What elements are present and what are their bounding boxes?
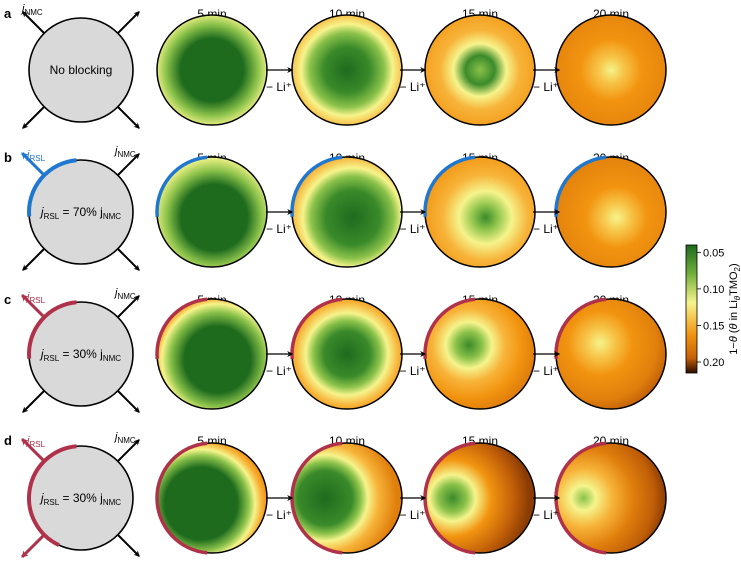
particle-circle <box>28 17 134 123</box>
colorbar-gradient <box>685 244 698 374</box>
rsl-boundary <box>554 297 607 359</box>
schematic: jNMC jRSL jRSL = 70% jNMC <box>21 145 140 271</box>
j-nmc-label: jNMC <box>113 431 136 445</box>
flux-arrow-nmc <box>117 106 140 129</box>
j-rsl-label: jRSL <box>25 291 46 305</box>
colorbar: 0.050.100.150.20 1−θ (θ in LiθTMO2) <box>685 244 741 374</box>
j-rsl-label: jRSL <box>25 435 46 449</box>
flux-arrow-nmc <box>117 439 140 462</box>
panel-letter: c <box>4 292 11 307</box>
step-label: − Li⁺ <box>266 80 292 94</box>
rsl-boundary <box>155 441 208 555</box>
schematic: jNMC jRSL jRSL = 30% jNMC <box>21 287 140 413</box>
step-label: − Li⁺ <box>533 364 559 378</box>
step-label: − Li⁺ <box>266 364 292 378</box>
cb-title-a: 1− <box>728 342 740 355</box>
j-rsl-label: jRSL <box>25 149 46 163</box>
step-label: − Li⁺ <box>533 80 559 94</box>
flux-arrow-nmc <box>117 248 140 271</box>
rsl-boundary <box>155 297 208 359</box>
flux-arrow-nmc <box>117 390 140 413</box>
cb-title-e: in Li <box>728 300 740 323</box>
rsl-arc <box>27 444 77 547</box>
flux-arrow-nmc <box>117 11 140 34</box>
rsl-arc <box>27 300 77 359</box>
colorbar-ticks: 0.05 0.10 0.15 0.20 <box>697 247 724 369</box>
flux-arrow-nmc <box>117 295 140 318</box>
j-nmc-label: jNMC <box>20 3 43 17</box>
panel-letter: a <box>4 6 12 21</box>
rsl-ratio-label: jRSL = 30% jNMC <box>39 347 121 363</box>
cb-title-b: θ <box>728 336 740 342</box>
cb-title-f: θ <box>733 295 741 300</box>
flux-arrow-nmc <box>22 11 45 34</box>
flux-arrow-nmc <box>117 153 140 176</box>
step-label: − Li⁺ <box>533 222 559 236</box>
no-blocking-label: No blocking <box>50 63 113 77</box>
panel-letter: d <box>4 433 12 448</box>
colorbar-tick-label: 0.05 <box>703 247 724 259</box>
cb-title-i: ) <box>728 263 740 267</box>
flux-arrow-rsl-lower <box>21 533 46 558</box>
concentration-map <box>291 14 403 126</box>
schematic: jNMC jRSL jRSL = 30% jNMC <box>21 431 140 558</box>
concentration-map <box>555 14 667 126</box>
schematic: jNMC No blocking <box>20 3 140 129</box>
rsl-ratio-label: jRSL = 70% jNMC <box>39 205 121 221</box>
rsl-boundary <box>290 297 343 359</box>
rsl-boundary <box>423 297 476 359</box>
step-label: − Li⁺ <box>399 80 425 94</box>
rsl-boundary <box>554 155 607 217</box>
flux-arrow-rsl <box>21 438 46 463</box>
colorbar-tick-label: 0.20 <box>703 357 724 369</box>
j-nmc-label: jNMC <box>113 145 136 159</box>
cb-title-c: ( <box>728 329 740 336</box>
rsl-boundary <box>290 155 343 217</box>
cb-title-h: 2 <box>733 266 741 271</box>
flux-arrow-nmc <box>22 248 45 271</box>
step-label: − Li⁺ <box>399 222 425 236</box>
step-label: − Li⁺ <box>533 508 559 522</box>
flux-arrow-rsl <box>21 152 46 177</box>
step-label: − Li⁺ <box>266 508 292 522</box>
j-nmc-label: jNMC <box>113 287 136 301</box>
panel-letter: b <box>4 150 12 165</box>
step-label: − Li⁺ <box>399 508 425 522</box>
colorbar-tick-label: 0.10 <box>703 284 724 296</box>
colorbar-title: 1−θ (θ in LiθTMO2) <box>728 263 741 354</box>
rsl-ratio-label: jRSL = 30% jNMC <box>39 491 121 507</box>
rsl-boundary <box>155 155 208 217</box>
rsl-arc <box>27 158 77 217</box>
colorbar-tick-label: 0.15 <box>703 320 724 332</box>
flux-arrow-nmc <box>117 534 140 557</box>
cb-title-g: TMO <box>728 271 740 296</box>
step-label: − Li⁺ <box>266 222 292 236</box>
concentration-map <box>424 14 536 126</box>
flux-arrow-nmc <box>22 106 45 129</box>
flux-arrow-nmc <box>22 390 45 413</box>
cb-title-d: θ <box>728 323 740 329</box>
rsl-boundary <box>423 155 476 217</box>
concentration-map <box>156 14 268 126</box>
flux-arrow-rsl <box>21 294 46 319</box>
step-label: − Li⁺ <box>399 364 425 378</box>
